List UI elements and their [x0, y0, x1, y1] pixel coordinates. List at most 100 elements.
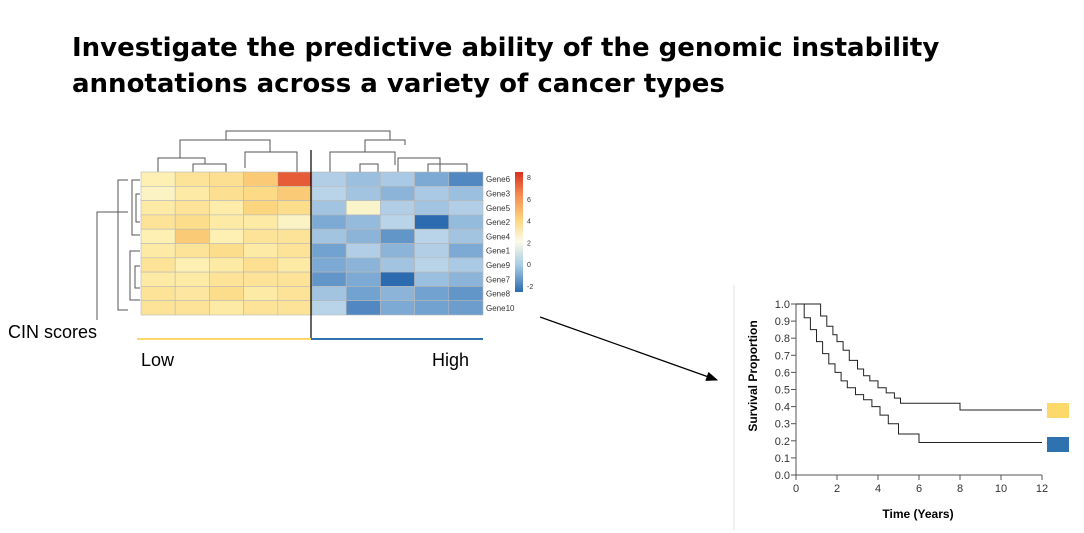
gene-label: Gene10 [486, 304, 515, 313]
heatmap-cell [311, 271, 347, 287]
heatmap-cell [140, 214, 176, 230]
heatmap-cell [277, 286, 313, 301]
heatmap-cell [140, 171, 176, 187]
x-axis-title: Time (Years) [882, 507, 953, 521]
heatmap-cell [414, 228, 450, 244]
heatmap-cell [345, 186, 381, 201]
heatmap-cell [174, 228, 210, 244]
heatmap-cell [209, 171, 244, 187]
heatmap-grid [140, 171, 484, 316]
low-group-label: Low [141, 350, 175, 370]
color-scale-tick-label: 0 [527, 262, 531, 269]
heatmap-cell [380, 257, 415, 273]
heatmap-cell [277, 214, 313, 230]
heatmap-cell [243, 271, 279, 287]
gene-label: Gene6 [486, 175, 511, 184]
cin-scores-label: CIN scores [8, 322, 98, 342]
heatmap-cell [448, 286, 484, 301]
survival-curve-low [796, 303, 1042, 411]
heatmap-cell [174, 286, 210, 301]
heatmap-cell [243, 228, 279, 244]
heatmap-cell [277, 200, 313, 216]
page-title: Investigate the predictive ability of th… [72, 30, 1032, 102]
heatmap-cell [448, 171, 484, 187]
heatmap-cell [414, 300, 450, 316]
y-tick-label: 0.8 [775, 333, 790, 345]
heatmap-cell [380, 271, 415, 287]
color-scale-ticks: 8 6 4 2 0 -2 [527, 175, 533, 291]
heatmap-cell [345, 300, 381, 316]
heatmap-cell [414, 243, 450, 259]
x-tick-label: 8 [957, 483, 963, 495]
heatmap-cell [243, 286, 279, 301]
heatmap-cell [243, 200, 279, 216]
heatmap-cell [448, 257, 484, 273]
heatmap-cell [345, 257, 381, 273]
heatmap-cell [243, 171, 279, 187]
heatmap-cell [209, 300, 244, 316]
heatmap-cell [277, 257, 313, 273]
heatmap-cell [414, 186, 450, 201]
survival-plot: 0.0 0.1 0.2 0.3 0.4 0.5 0.6 0.7 0.8 0.9 1.0 0 2 4 6 8 10… [733, 285, 1048, 530]
heatmap-cell [174, 200, 210, 216]
gene-label: Gene2 [486, 218, 511, 227]
heatmap-cell [277, 271, 313, 287]
y-tick-label: 0.5 [775, 385, 790, 397]
heatmap-cell [174, 214, 210, 230]
x-tick-label: 6 [916, 483, 922, 495]
heatmap-cell [345, 214, 381, 230]
y-tick-label: 0.1 [775, 453, 790, 465]
x-tick-label: 2 [834, 483, 840, 495]
row-dendrogram [96, 179, 140, 320]
heatmap-cell [414, 286, 450, 301]
heatmap-cell [380, 228, 415, 244]
y-tick-label: 0.0 [775, 470, 790, 482]
heatmap-cell [414, 214, 450, 230]
heatmap-cell [243, 186, 279, 201]
heatmap-cell [380, 200, 415, 216]
gene-label: Gene4 [486, 232, 511, 241]
heatmap-cell [277, 171, 313, 187]
heatmap-cell [311, 186, 347, 201]
gene-label: Gene3 [486, 190, 511, 199]
heatmap-cell [380, 300, 415, 316]
heatmap-cell [277, 228, 313, 244]
gene-label: Gene5 [486, 204, 511, 213]
heatmap-cell [243, 214, 279, 230]
heatmap-cell [209, 186, 244, 201]
heatmap-cell [345, 228, 381, 244]
gene-label: Gene9 [486, 261, 511, 270]
x-tick-label: 4 [875, 483, 881, 495]
heatmap-cell [380, 186, 415, 201]
heatmap-cell [380, 214, 415, 230]
heatmap-cell [448, 186, 484, 201]
heatmap-cell [448, 243, 484, 259]
heatmap-cell [209, 286, 244, 301]
connector-arrow [539, 316, 719, 381]
y-tick-label: 0.6 [775, 367, 790, 379]
heatmap-cell [311, 286, 347, 301]
heatmap-cell [380, 286, 415, 301]
heatmap-cell [345, 286, 381, 301]
heatmap-cell [140, 300, 176, 316]
heatmap-cell [243, 243, 279, 259]
gene-label: Gene7 [486, 275, 511, 284]
heatmap-cell [414, 271, 450, 287]
heatmap-cell [311, 214, 347, 230]
gene-labels: Gene6 Gene3 Gene5 Gene2 Gene4 Gene1 Gene9 Gene7… [486, 175, 515, 313]
gene-label: Gene1 [486, 247, 511, 256]
heatmap-cell [174, 257, 210, 273]
heatmap-cell [174, 300, 210, 316]
heatmap-cell [209, 214, 244, 230]
heatmap-cell [277, 243, 313, 259]
y-tick-label: 1.0 [775, 299, 790, 311]
y-tick-label: 0.9 [775, 316, 790, 328]
y-axis-title: Survival Proportion [746, 320, 760, 431]
heatmap-cell [140, 228, 176, 244]
heatmap-cell [414, 171, 450, 187]
heatmap-cell [448, 200, 484, 216]
legend-swatch-low [1047, 403, 1069, 418]
y-tick-label: 0.4 [775, 402, 790, 414]
heatmap-cell [311, 257, 347, 273]
